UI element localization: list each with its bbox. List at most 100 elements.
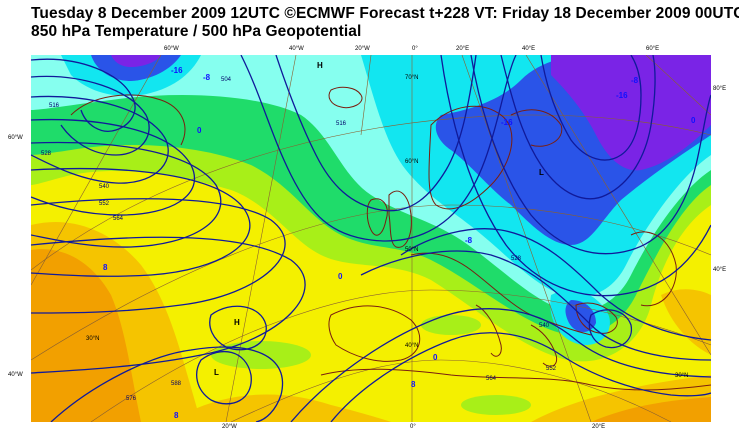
meridian-line [645, 55, 711, 116]
forecast-map: 516 528 540 552 564 576 588 504 516 528 … [31, 55, 711, 422]
meridian-line [31, 55, 162, 286]
shading-patch-atlantic [211, 341, 311, 369]
parallel-line [31, 114, 711, 271]
geopotential-contours [31, 55, 711, 422]
contour-south [330, 332, 711, 422]
contour-label: 540 [99, 184, 110, 190]
shading-very-cold-purple [551, 55, 711, 171]
chart-title-line2: 850 hPa Temperature / 500 hPa Geopotenti… [31, 23, 362, 40]
contour-labels: 516 528 540 552 564 576 588 504 516 528 … [41, 77, 557, 402]
lat-label-right: 80°E [713, 86, 727, 92]
coast-greece [530, 324, 558, 367]
contour-label: 564 [486, 376, 497, 382]
meridian-line [225, 55, 297, 422]
contour-552 [31, 198, 286, 314]
lat-label-left: 40°W [8, 372, 23, 378]
contour-trough-ne [470, 55, 711, 255]
parallel-line [31, 204, 711, 361]
temperature-labels: -16 -8 0 8 -16 -8 0 8 -16 -8 0 8 0 [103, 66, 696, 420]
shading-colder-northwest [91, 55, 181, 81]
contour-label: 528 [41, 151, 52, 157]
temperature-label: 0 [433, 353, 438, 362]
shading-coldest-northwest [111, 55, 161, 67]
contour-label: 564 [113, 216, 124, 222]
coast-greenland [70, 94, 186, 146]
high-pressure-marker: H [317, 61, 323, 70]
forecast-map-svg: 516 528 540 552 564 576 588 504 516 528 … [31, 55, 711, 422]
temperature-label: 0 [338, 272, 343, 281]
lon-label-top: 60°W [164, 46, 179, 52]
coast-britain [388, 190, 412, 248]
contour-label: 504 [221, 77, 232, 83]
contour-516 [31, 118, 196, 216]
contour-south [400, 228, 711, 341]
parallel-line [90, 289, 711, 422]
lon-label-top: 20°E [456, 46, 470, 52]
low-pressure-marker: L [539, 168, 544, 177]
contour-528 [31, 141, 222, 248]
contour-south [290, 308, 711, 422]
contour-564 [31, 236, 306, 374]
temperature-label: -16 [171, 66, 183, 75]
lat-label-inner: 60°N [405, 159, 418, 165]
contour-low-atlantic [196, 351, 252, 405]
temperature-label: -16 [616, 91, 628, 100]
parallel-line [230, 359, 672, 422]
contour-trough-ne [500, 55, 656, 200]
lon-label-bottom: 20°W [222, 424, 237, 430]
contour-label: 528 [511, 256, 522, 262]
coast-iberia [328, 305, 421, 362]
shading-patch-africa [461, 395, 531, 415]
shading-hot-southwest [31, 249, 141, 422]
contour-trough-ne [540, 55, 642, 161]
lon-label-top: 0° [412, 46, 418, 52]
temperature-label: 8 [174, 411, 179, 420]
graticule [31, 55, 711, 422]
contour-trough-ne [440, 55, 711, 297]
contour-south [360, 250, 711, 361]
coast-caspian [630, 231, 677, 307]
coast-iceland [328, 86, 363, 109]
contour-label: 588 [171, 381, 182, 387]
high-pressure-marker: H [234, 318, 240, 327]
coast-black-sea [575, 302, 618, 334]
lat-label-inner: 70°N [405, 75, 418, 81]
contour-label: 516 [336, 121, 347, 127]
coastlines [70, 86, 711, 391]
contour-label: 516 [49, 103, 60, 109]
shading-patch-iberia [421, 315, 481, 335]
lat-label-inner: 50°N [405, 247, 418, 253]
lat-label-inner: 40°N [405, 343, 418, 349]
lon-label-bottom: 0° [410, 424, 416, 430]
lon-label-top: 40°W [289, 46, 304, 52]
temperature-label: 0 [691, 116, 696, 125]
meridian-line [360, 55, 372, 136]
lon-label-top: 40°E [522, 46, 536, 52]
chart-title-line1: Tuesday 8 December 2009 12UTC ©ECMWF For… [31, 5, 739, 22]
contour-576 [50, 346, 284, 422]
coast-scandinavia [428, 105, 513, 210]
temperature-label: 8 [103, 263, 108, 272]
coast-ireland [366, 198, 388, 236]
temperature-label: 8 [411, 380, 416, 389]
contour-540 [31, 167, 251, 277]
temperature-label: 0 [197, 126, 202, 135]
lon-label-top: 60°E [646, 46, 660, 52]
contour-low-nw [31, 58, 136, 132]
lat-label-inner: 30°N [86, 336, 99, 342]
lat-label-inner: 30°N [675, 373, 688, 379]
coast-finland [510, 109, 563, 147]
temperature-label: -8 [465, 236, 473, 245]
temperature-label: -16 [501, 118, 513, 127]
shading-hot-southeast [591, 397, 711, 422]
lon-label-bottom: 20°E [592, 424, 606, 430]
contour-label: 552 [546, 366, 557, 372]
contour-high-atlantic [209, 305, 267, 351]
coast-europe [410, 252, 592, 336]
meridian-line [525, 55, 711, 356]
lat-label-right: 40°E [713, 267, 727, 273]
contour-ridge [240, 55, 517, 242]
temperature-label: -8 [631, 76, 639, 85]
contour-label: 576 [126, 396, 137, 402]
coast-italy [475, 304, 502, 357]
